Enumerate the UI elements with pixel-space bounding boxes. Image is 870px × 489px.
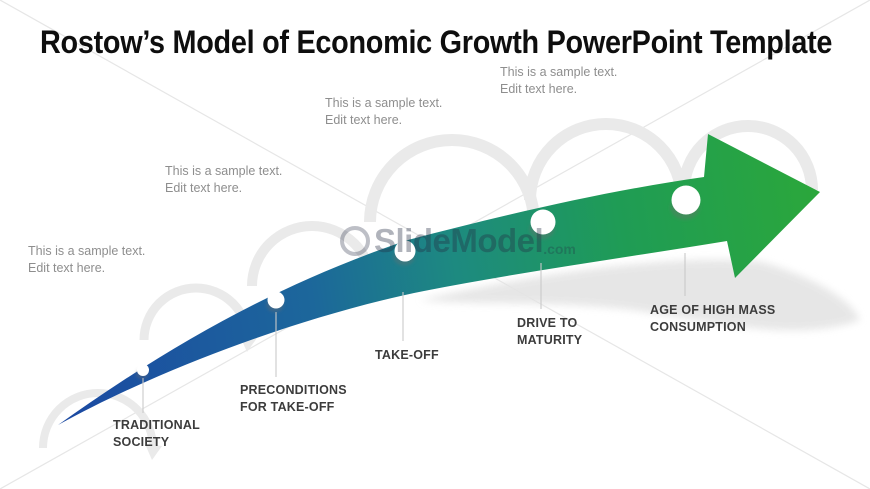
milestone-dot-5[interactable] — [670, 185, 701, 220]
stage-label-line: FOR TAKE-OFF — [240, 400, 335, 414]
arrow-shadow — [420, 259, 860, 331]
milestone-dot-3[interactable] — [393, 240, 416, 266]
stage-label-line: TAKE-OFF — [375, 348, 439, 362]
sample-text-line: Edit text here. — [165, 181, 243, 195]
stage-label-line: TRADITIONAL — [113, 418, 200, 432]
milestone-dot-1[interactable] — [136, 364, 149, 379]
stage-connectors — [142, 253, 686, 413]
milestone-dot-4[interactable] — [529, 209, 556, 240]
sample-text-line: Edit text here. — [325, 113, 403, 127]
bounce-arc — [678, 120, 818, 191]
sample-text-line: Edit text here. — [28, 261, 106, 275]
stage-label-line: PRECONDITIONS — [240, 383, 347, 397]
sample-text-take-off[interactable]: This is a sample text. Edit text here. — [325, 95, 442, 129]
sample-text-line: This is a sample text. — [500, 65, 618, 79]
stage-label-line: SOCIETY — [113, 435, 170, 449]
stage-label-line: DRIVE TO — [517, 316, 578, 330]
stage-label-age-of-high-mass[interactable]: AGE OF HIGH MASS CONSUMPTION — [650, 302, 775, 336]
slide-title[interactable]: Rostow’s Model of Economic Growth PowerP… — [40, 24, 833, 60]
sample-text-traditional-society[interactable]: This is a sample text. Edit text here. — [28, 243, 145, 277]
milestone-dots — [136, 185, 701, 379]
stage-label-take-off[interactable]: TAKE-OFF — [375, 347, 439, 364]
sample-text-drive-to-maturity[interactable]: This is a sample text. Edit text here. — [500, 64, 617, 98]
stage-label-preconditions[interactable]: PRECONDITIONS FOR TAKE-OFF — [240, 382, 347, 416]
stage-label-traditional-society[interactable]: TRADITIONAL SOCIETY — [113, 417, 200, 451]
sample-text-preconditions[interactable]: This is a sample text. Edit text here. — [165, 163, 282, 197]
stage-label-line: CONSUMPTION — [650, 320, 746, 334]
sample-text-line: Edit text here. — [500, 82, 578, 96]
stage-label-line: MATURITY — [517, 333, 583, 347]
growth-arrow-shape[interactable] — [58, 134, 820, 425]
sample-text-line: This is a sample text. — [165, 164, 283, 178]
stage-label-drive-to-maturity[interactable]: DRIVE TO MATURITY — [517, 315, 582, 349]
bounce-arc — [39, 389, 162, 460]
milestone-dot-2[interactable] — [266, 291, 285, 313]
stage-label-line: AGE OF HIGH MASS — [650, 303, 776, 317]
sample-text-line: This is a sample text. — [28, 244, 146, 258]
sample-text-line: This is a sample text. — [325, 96, 443, 110]
